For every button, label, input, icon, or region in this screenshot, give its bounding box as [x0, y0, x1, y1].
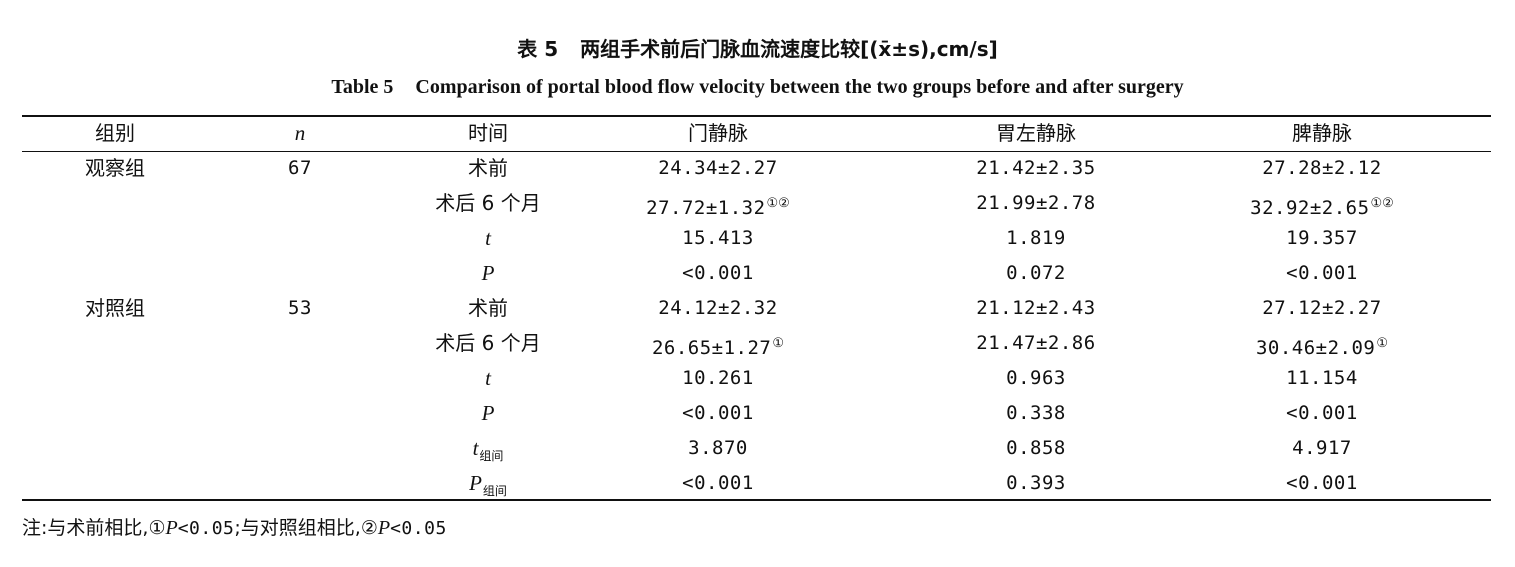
significance-mark: ①: [772, 336, 785, 351]
table-number-cn: 表 5: [517, 37, 559, 61]
note-p-symbol-1: P: [165, 517, 178, 539]
header-n: n: [294, 121, 306, 145]
row-stat-p-between: P组间: [398, 466, 578, 501]
cell-portal: 15.413: [682, 227, 754, 249]
cell-gastric: 0.858: [1006, 437, 1066, 459]
cell-gastric: 0.072: [1006, 262, 1066, 284]
cell-gastric: 0.338: [1006, 402, 1066, 424]
cell-value: 24.12±2.32: [658, 297, 778, 319]
table-footnote: 注:与术前相比,①P<0.05;与对照组相比,②P<0.05: [22, 513, 447, 540]
note-threshold-1: <0.05: [177, 518, 235, 539]
table-caption-chinese: 表 5 两组手术前后门脉血流速度比较[(x̄±s),cm/s]: [0, 33, 1515, 62]
cell-gastric: 21.12±2.43: [976, 297, 1096, 319]
cell-portal: <0.001: [682, 262, 754, 284]
group-observation-label: 观察组: [85, 156, 145, 180]
table-number-en: Table 5: [331, 76, 394, 98]
stat-subscript: 组间: [482, 484, 507, 498]
cell-splenic: 32.92±2.65①②: [1222, 186, 1422, 221]
cell-portal: <0.001: [682, 472, 754, 494]
cell-gastric: 1.819: [1006, 227, 1066, 249]
row-stat-p: P: [481, 401, 495, 425]
row-time: 术前: [468, 296, 508, 320]
stat-symbol: t: [472, 436, 479, 460]
cell-portal: <0.001: [682, 402, 754, 424]
row-time: 术后 6 个月: [435, 331, 541, 355]
cell-value: 26.65±1.27: [651, 337, 772, 359]
significance-mark: ①: [1376, 336, 1389, 351]
row-stat-t: t: [485, 366, 491, 390]
note-prefix: 注:与术前相比,①: [22, 517, 166, 539]
cell-splenic: 4.917: [1292, 437, 1352, 459]
cell-splenic: 27.12±2.27: [1222, 291, 1422, 326]
stat-symbol: P: [469, 471, 482, 495]
row-stat-t: t: [485, 226, 491, 250]
stat-subscript: 组间: [479, 449, 504, 463]
group-control-label: 对照组: [85, 296, 145, 320]
significance-mark: ①②: [766, 196, 790, 211]
cell-portal: 3.870: [688, 437, 748, 459]
cell-splenic: 19.357: [1286, 227, 1358, 249]
cell-splenic: 30.46±2.09①: [1222, 326, 1422, 361]
table-caption-english: Table 5 Comparison of portal blood flow v…: [0, 76, 1515, 99]
cell-gastric: 0.393: [1006, 472, 1066, 494]
note-threshold-2: <0.05: [390, 518, 447, 539]
cell-splenic: <0.001: [1286, 472, 1358, 494]
header-group: 组别: [95, 121, 135, 145]
table-title-en: Comparison of portal blood flow velocity…: [415, 76, 1184, 98]
table-header-rule: [22, 151, 1491, 152]
cell-splenic: <0.001: [1286, 262, 1358, 284]
cell-splenic: 27.28±2.12: [1222, 151, 1422, 186]
cell-value: 27.12±2.27: [1262, 297, 1382, 319]
cell-gastric: 21.42±2.35: [976, 157, 1096, 179]
cell-gastric: 0.963: [1006, 367, 1066, 389]
cell-portal: 24.12±2.32: [618, 291, 818, 326]
cell-portal: 26.65±1.27①: [618, 326, 818, 361]
cell-value: 24.34±2.27: [658, 157, 778, 179]
cell-splenic: 11.154: [1286, 367, 1358, 389]
cell-splenic: <0.001: [1286, 402, 1358, 424]
table-bottom-rule: [22, 499, 1491, 501]
cell-gastric: 21.47±2.86: [976, 332, 1096, 354]
row-stat-t-between: t组间: [398, 431, 578, 466]
cell-portal: 24.34±2.27: [618, 151, 818, 186]
note-middle: ;与对照组相比,②: [234, 517, 378, 539]
cell-portal: 27.72±1.32①②: [618, 186, 818, 221]
cell-gastric: 21.99±2.78: [976, 192, 1096, 214]
note-p-symbol-2: P: [377, 517, 391, 539]
row-time: 术前: [468, 156, 508, 180]
table-title-cn: 两组手术前后门脉血流速度比较[(x̄±s),cm/s]: [580, 37, 998, 61]
header-portal-vein: 门静脉: [688, 121, 748, 145]
cell-value: 27.72±1.32: [646, 197, 766, 219]
cell-value: 32.92±2.65: [1250, 197, 1370, 219]
table-top-rule: [22, 115, 1491, 117]
cell-portal: 10.261: [682, 367, 754, 389]
header-left-gastric-vein: 胃左静脉: [996, 121, 1076, 145]
header-time: 时间: [468, 121, 508, 145]
group-control-n: 53: [288, 297, 312, 319]
row-time: 术后 6 个月: [435, 191, 541, 215]
row-stat-p: P: [481, 261, 495, 285]
cell-value: 30.46±2.09: [1255, 337, 1376, 359]
group-observation-n: 67: [288, 157, 312, 179]
cell-value: 27.28±2.12: [1262, 157, 1382, 179]
significance-mark: ①②: [1370, 196, 1394, 211]
header-splenic-vein: 脾静脉: [1292, 121, 1352, 145]
